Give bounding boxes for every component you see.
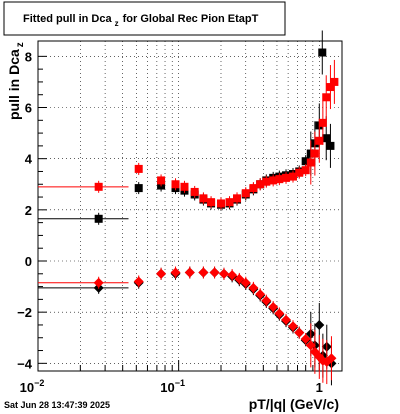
data-point-diamond xyxy=(133,276,144,287)
data-point-square xyxy=(288,172,297,181)
data-point-diamond xyxy=(287,321,298,332)
data-point-diamond xyxy=(170,267,181,278)
x-tick-label: 10−1 xyxy=(160,378,185,395)
data-point-square xyxy=(262,177,271,186)
chart-title-box: Fitted pull in Dca z for Global Rec Pion E… xyxy=(3,1,286,36)
data-point-diamond xyxy=(184,267,195,278)
data-point-square xyxy=(241,189,250,198)
grid-lines xyxy=(38,41,342,371)
y-tick-label: 2 xyxy=(25,203,32,218)
data-point-square xyxy=(318,48,327,57)
data-point-square xyxy=(233,194,242,203)
x-tick-label: 1 xyxy=(316,380,323,395)
data-point-diamond xyxy=(227,270,238,281)
x-tick-label: 10−2 xyxy=(20,378,45,395)
timestamp: Sat Jun 28 13:47:39 2025 xyxy=(4,400,110,410)
data-point-square xyxy=(171,180,180,189)
data-point-diamond xyxy=(281,314,292,325)
y-tick-label: −4 xyxy=(17,356,33,371)
y-tick-label: −2 xyxy=(17,305,32,320)
data-point-square xyxy=(190,187,199,196)
data-point-square xyxy=(306,158,315,167)
x-axis-label: pT/|q| (GeV/c) xyxy=(249,396,339,412)
data-point-diamond xyxy=(305,340,316,351)
data-point-square xyxy=(282,173,291,182)
data-point-square xyxy=(275,175,284,184)
data-point-square xyxy=(180,182,189,191)
data-point-square xyxy=(326,141,335,150)
title-frame xyxy=(3,1,286,36)
data-point-diamond xyxy=(274,308,285,319)
y-tick-label: 6 xyxy=(25,101,32,116)
data-point-diamond xyxy=(255,289,266,300)
data-point-diamond xyxy=(240,277,251,288)
y-tick-labels: −4 −2 0 2 4 6 8 xyxy=(17,49,33,371)
data-point-square xyxy=(301,157,310,166)
data-point-square xyxy=(216,199,225,208)
data-point-diamond xyxy=(294,327,305,338)
data-point-square xyxy=(157,176,166,185)
data-point-square xyxy=(322,93,331,102)
data-point-square xyxy=(134,184,143,193)
data-point-diamond xyxy=(198,267,209,278)
plot-frame xyxy=(37,40,343,372)
data-point-square xyxy=(315,136,324,145)
data-point-diamond xyxy=(156,268,167,279)
data-point-square xyxy=(249,184,258,193)
y-tick-label: 8 xyxy=(25,49,32,64)
y-axis-label: pull in Dcaz xyxy=(6,42,26,120)
data-point-diamond xyxy=(234,273,245,284)
data-point-square xyxy=(330,77,339,86)
data-point-diamond xyxy=(268,302,279,313)
data-point-diamond xyxy=(209,267,220,278)
data-point-square xyxy=(318,118,327,127)
y-tick-label: 4 xyxy=(25,152,33,167)
data-point-square xyxy=(326,83,335,92)
data-point-square xyxy=(225,198,234,207)
x-tick-labels: 10−2 10−1 1 xyxy=(20,378,323,395)
data-point-square xyxy=(199,194,208,203)
data-point-diamond xyxy=(248,282,259,293)
data-point-square xyxy=(301,166,310,175)
data-point-square xyxy=(256,180,265,189)
data-point-square xyxy=(295,168,304,177)
data-point-diamond xyxy=(261,295,272,306)
data-point-square xyxy=(269,176,278,185)
y-tick-label: 0 xyxy=(25,254,32,269)
data-point-square xyxy=(310,149,319,158)
chart-title: Fitted pull in Dca z for Global Rec Pion E… xyxy=(23,13,259,28)
data-point-square xyxy=(322,134,331,143)
data-point-square xyxy=(134,164,143,173)
data-point-diamond xyxy=(326,353,337,364)
data-point-square xyxy=(207,198,216,207)
data-markers xyxy=(38,30,339,386)
data-point-diamond xyxy=(314,319,325,330)
data-point-diamond xyxy=(300,334,311,345)
data-point-diamond xyxy=(218,268,229,279)
